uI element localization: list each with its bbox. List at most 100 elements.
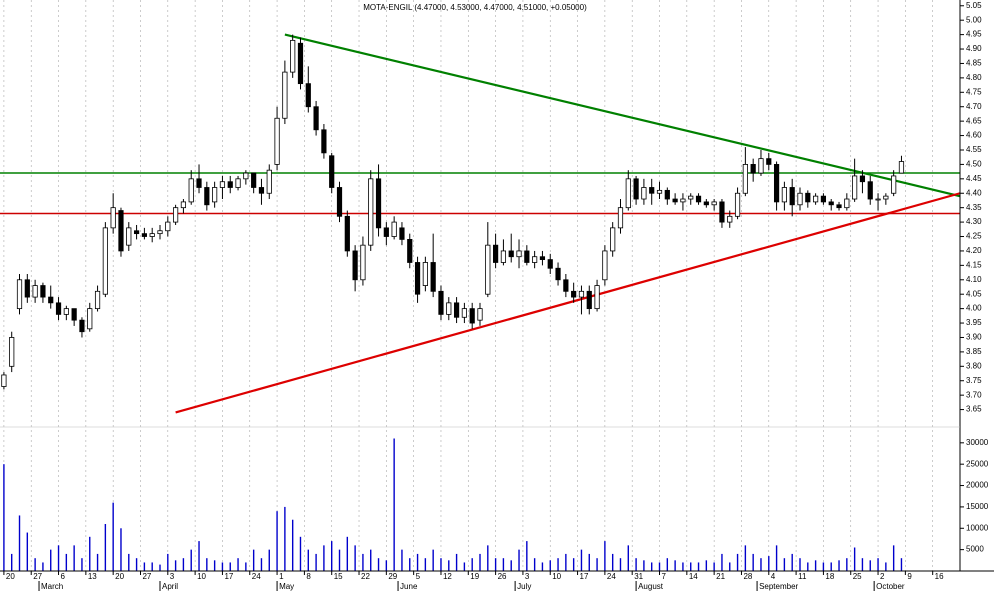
y-tick-label: 4.75	[966, 87, 982, 96]
trend-line	[284, 33, 961, 198]
candle-body	[586, 290, 592, 310]
candle-body	[446, 302, 452, 315]
y-tick-label: 3.95	[966, 318, 982, 327]
candle-body	[625, 178, 631, 209]
trend-line	[175, 192, 961, 414]
candle-body	[266, 169, 272, 194]
candle-body	[212, 187, 218, 203]
y2-tick-label: 10000	[966, 523, 989, 532]
candle-body	[251, 172, 257, 188]
x-tick-label: 25	[853, 572, 862, 581]
candle-body	[875, 198, 881, 201]
candle-body	[617, 207, 624, 229]
candle-body	[680, 198, 686, 203]
month-label: June	[400, 582, 418, 591]
x-tick-label: 20	[6, 572, 15, 581]
y-tick-label: 4.70	[966, 102, 982, 111]
x-tick-label: 24	[252, 572, 261, 581]
candle-body	[40, 285, 46, 298]
candle-body	[258, 187, 265, 194]
y-tick-label: 4.35	[966, 203, 982, 212]
candle-body	[414, 262, 421, 295]
candle-body	[9, 337, 15, 367]
candle-body	[48, 296, 54, 304]
candle-body	[430, 262, 436, 292]
candle-body	[649, 187, 655, 194]
candle-body	[227, 181, 233, 188]
candle-body	[844, 198, 850, 209]
candle-body	[688, 195, 694, 200]
y-tick-label: 4.30	[966, 217, 982, 226]
month-label: April	[162, 582, 178, 591]
y-tick-label: 4.25	[966, 232, 982, 241]
candle-body	[126, 227, 132, 246]
candle-body	[719, 201, 725, 223]
candle-body	[773, 164, 780, 203]
y-tick-label: 3.75	[966, 376, 982, 385]
y-tick-label: 4.15	[966, 260, 982, 269]
candle-body	[578, 290, 585, 298]
month-label: August	[638, 582, 664, 591]
x-tick-label: 28	[743, 572, 752, 581]
x-tick-label: 10	[197, 572, 206, 581]
candle-body	[539, 256, 546, 260]
x-tick-label: 12	[443, 572, 452, 581]
candle-body	[297, 42, 304, 85]
candle-body	[734, 192, 741, 217]
candle-body	[742, 164, 748, 194]
month-label: March	[41, 582, 63, 591]
x-tick-label: 7	[662, 572, 667, 581]
x-tick-label: 17	[580, 572, 589, 581]
candle-body	[852, 175, 858, 200]
y-tick-label: 4.80	[966, 73, 982, 82]
candle-body	[157, 230, 163, 235]
candle-body	[766, 158, 772, 165]
candle-body	[87, 308, 93, 330]
x-tick-label: 27	[142, 572, 151, 581]
candle-body	[321, 129, 327, 154]
y-tick-label: 4.20	[966, 246, 982, 255]
candle-body	[368, 178, 374, 246]
candle-body	[16, 279, 23, 310]
candle-body	[360, 244, 366, 281]
x-tick-label: 13	[88, 572, 97, 581]
candle-body	[219, 181, 226, 188]
candle-body	[196, 178, 202, 188]
candle-body	[555, 267, 561, 281]
candle-body	[656, 189, 663, 194]
candle-body	[789, 187, 795, 206]
candle-body	[204, 187, 210, 206]
candle-body	[500, 250, 507, 263]
candle-body	[235, 178, 241, 188]
x-tick-label: 2	[880, 572, 885, 581]
candle-body	[453, 302, 460, 318]
y2-tick-label: 5000	[966, 545, 984, 554]
candle-body	[79, 319, 85, 333]
candle-body	[407, 239, 413, 263]
x-tick-label: 1	[279, 572, 284, 581]
plot	[0, 33, 961, 571]
y-tick-label: 3.80	[966, 361, 982, 370]
candle-body	[532, 256, 538, 263]
x-tick-label: 5	[416, 572, 421, 581]
y2-tick-label: 15000	[966, 502, 989, 511]
candle-body	[524, 250, 530, 263]
candle-body	[805, 192, 811, 203]
candle-body	[290, 39, 296, 73]
candle-body	[399, 227, 405, 240]
candle-body	[750, 164, 756, 174]
candle-body	[165, 221, 171, 232]
y-tick-label: 3.65	[966, 405, 982, 414]
candle-body	[883, 195, 889, 200]
candle-body	[547, 259, 553, 269]
candle-body	[329, 155, 335, 188]
grid	[3, 0, 933, 571]
x-tick-label: 19	[470, 572, 479, 581]
y-tick-label: 3.90	[966, 333, 982, 342]
y-tick-label: 4.85	[966, 59, 982, 68]
candle-body	[133, 230, 140, 235]
candle-body	[641, 187, 647, 200]
candle-body	[336, 187, 343, 217]
candle-body	[149, 233, 155, 237]
